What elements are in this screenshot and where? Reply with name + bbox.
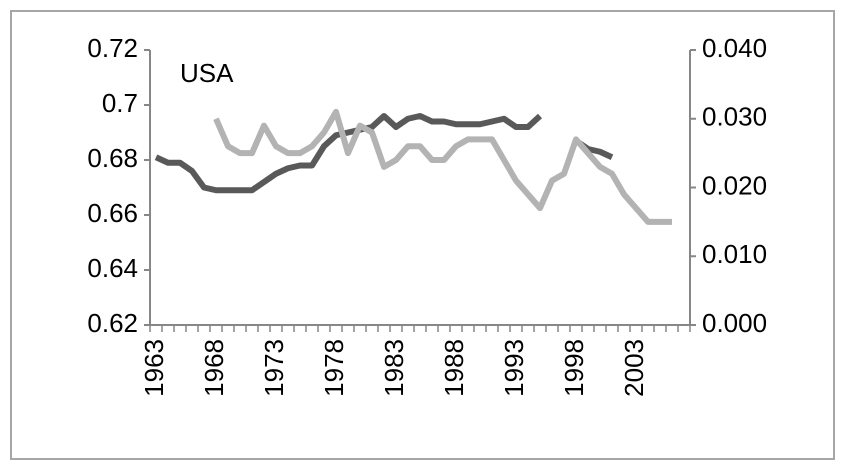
x-tick-label: 1978 (319, 339, 349, 397)
x-tick-label: 1998 (559, 339, 589, 397)
annotation: USA (180, 58, 234, 88)
chart-border (10, 10, 835, 460)
y2-tick-label: 0.010 (702, 239, 767, 269)
y-tick-label: 0.72 (87, 33, 138, 63)
x-tick-label: 1993 (499, 339, 529, 397)
x-tick-label: 1983 (379, 339, 409, 397)
series-line (213, 108, 672, 225)
y-tick-label: 0.62 (87, 308, 138, 338)
y-tick-label: 0.64 (87, 253, 138, 283)
x-tick-label: 1973 (259, 339, 289, 397)
x-tick-label: 1988 (439, 339, 469, 397)
y2-tick-label: 0.040 (702, 33, 767, 63)
y2-tick-label: 0.020 (702, 170, 767, 200)
y-tick-label: 0.66 (87, 198, 138, 228)
y2-tick-label: 0.000 (702, 308, 767, 338)
x-tick-label: 1963 (139, 339, 169, 397)
x-tick-label: 1968 (199, 339, 229, 397)
y-tick-label: 0.68 (87, 143, 138, 173)
x-tick-label: 2003 (619, 339, 649, 397)
y2-tick-label: 0.030 (702, 102, 767, 132)
y-tick-label: 0.7 (102, 88, 138, 118)
